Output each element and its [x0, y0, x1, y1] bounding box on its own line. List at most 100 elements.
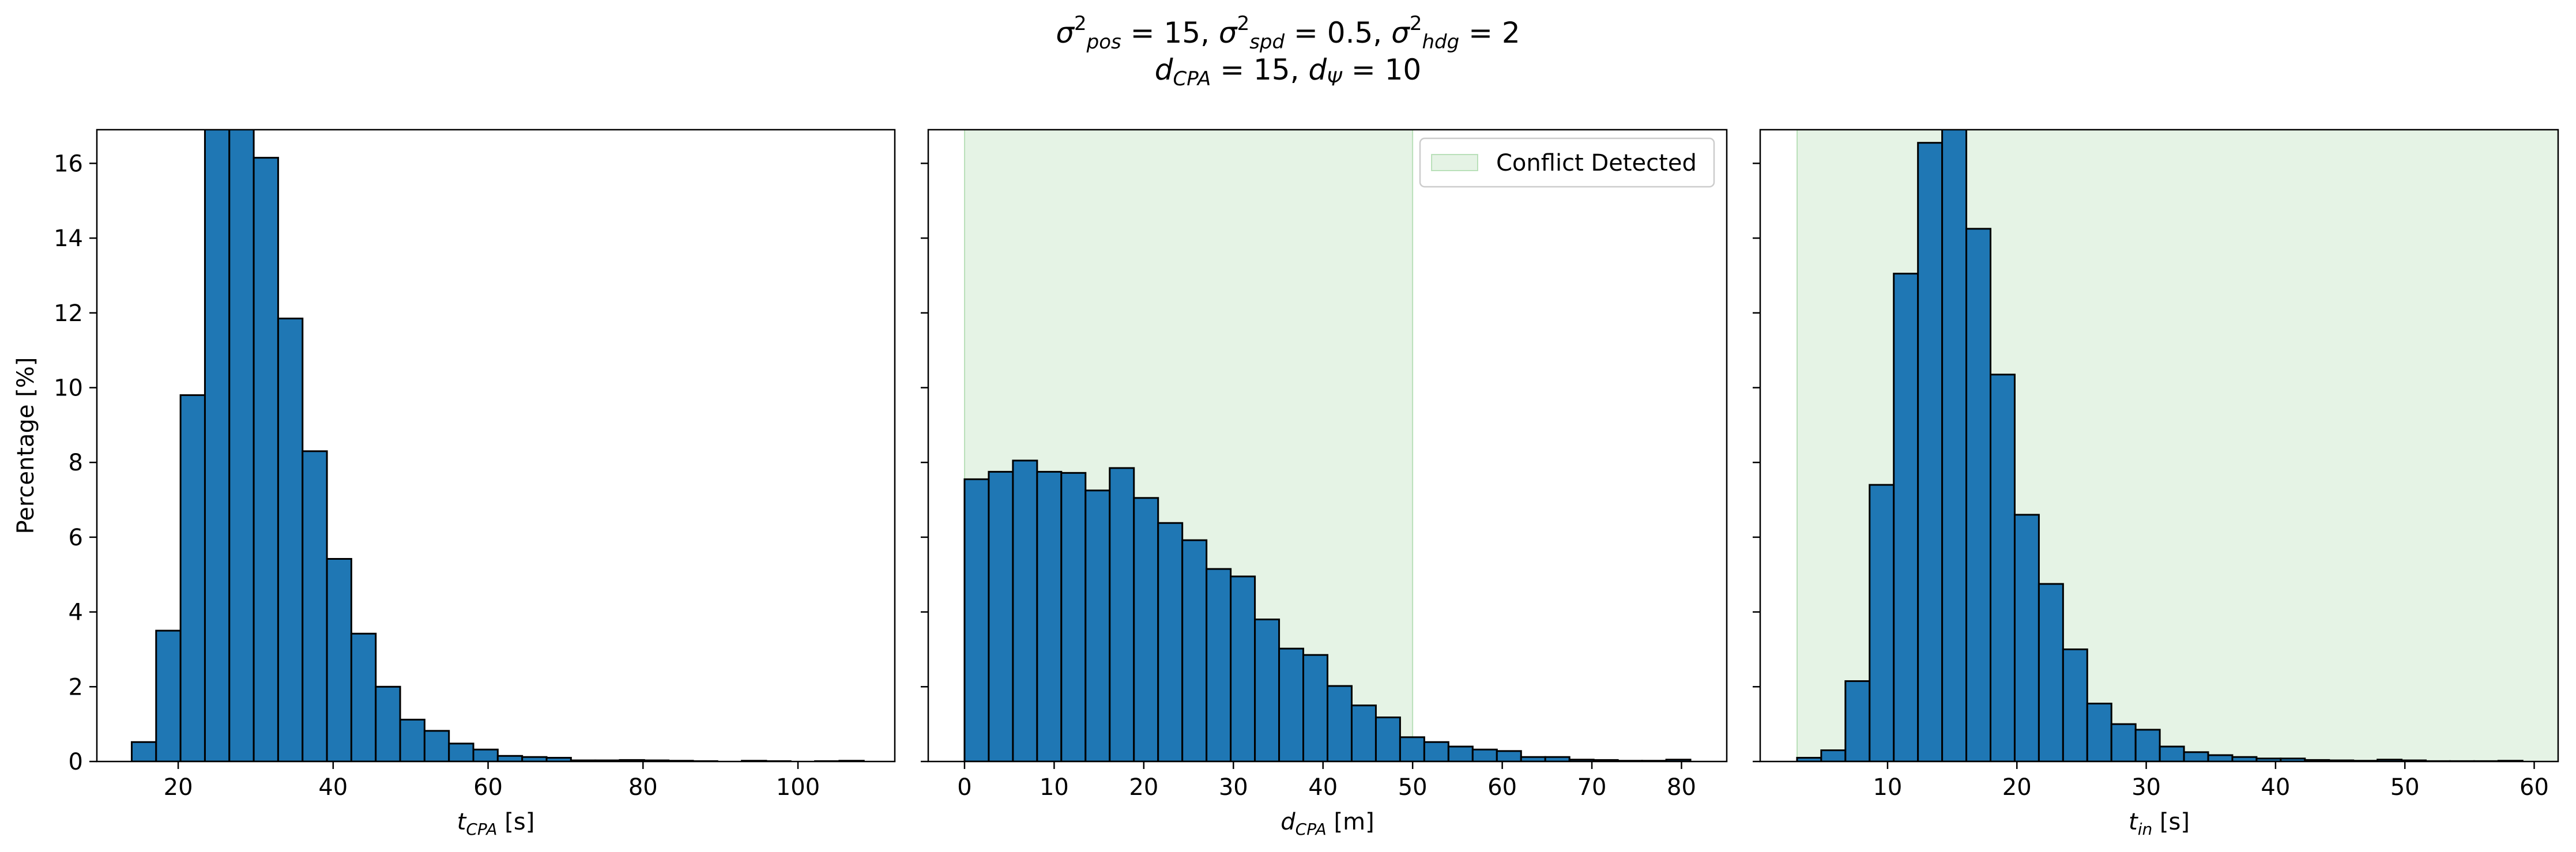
chart-panel-2: 0 10 20 30 40 50 60 70 80 dCPA [m] Conflict Detect… [921, 129, 1728, 839]
y-tick-label: 6 [69, 525, 83, 551]
legend-label: Conflict Detected [1496, 150, 1697, 176]
histogram-bar [2207, 754, 2234, 761]
histogram-bar [1665, 759, 1692, 761]
histogram-bar [130, 741, 157, 761]
x-tick-label: 100 [776, 774, 820, 801]
legend-swatch [1431, 154, 1478, 171]
chart-panel-3: 10 20 30 40 50 60 tin [s] [1753, 129, 2559, 839]
histogram-bar [1423, 741, 1449, 761]
histogram-bar [472, 748, 499, 761]
histogram-bar [1844, 680, 1871, 761]
x-tick-label: 40 [1308, 774, 1338, 801]
histogram-bar [1989, 374, 2016, 761]
histogram-bar [155, 629, 182, 761]
x-tick-label: 50 [2390, 774, 2420, 801]
histogram-bar [302, 450, 328, 761]
x-tick-label: 50 [1398, 774, 1428, 801]
y-tick-label: 4 [69, 600, 83, 626]
histogram-bar [1399, 736, 1425, 761]
histogram-bar [1181, 539, 1208, 761]
histogram-bar [1374, 716, 1401, 761]
histogram-bar [496, 755, 524, 761]
histogram-bar [2062, 648, 2088, 761]
histogram-bar [204, 130, 231, 761]
histogram-bar [1820, 749, 1847, 761]
x-tick-label: 10 [1040, 774, 1069, 801]
y-tick-label: 8 [69, 450, 83, 476]
histogram-bar [253, 157, 279, 761]
y-tick-label: 2 [69, 674, 83, 700]
x-tick-label: 60 [1487, 774, 1517, 801]
histogram-bar [1060, 472, 1087, 761]
axes-frame [927, 129, 1728, 763]
histogram-bar [1302, 654, 1328, 761]
histogram-bar [1350, 704, 1377, 761]
histogram-bar [350, 632, 377, 761]
plot-area [963, 130, 1692, 761]
x-tick-label: 40 [2261, 774, 2290, 801]
histogram-bar [228, 130, 255, 761]
histogram-bar [1471, 748, 1498, 761]
x-tick-label: 80 [1667, 774, 1696, 801]
x-tick-label: 20 [164, 774, 193, 801]
histogram-bar [2038, 583, 2064, 761]
histogram-bar [1230, 575, 1256, 761]
histogram-bar [1917, 142, 1944, 761]
x-tick-label: 40 [318, 774, 348, 801]
histogram-bar [1278, 647, 1305, 761]
y-tick-label: 16 [54, 150, 83, 177]
histogram-bar [2086, 702, 2112, 761]
histogram-bar [2013, 514, 2040, 761]
x-tick-label: 80 [628, 774, 658, 801]
histogram-bar [2110, 723, 2137, 761]
x-tick-label: 30 [2131, 774, 2161, 801]
chart-panel-1: 20 40 60 80 100 0 2 4 6 8 10 12 14 16 tCPA [s] Percenta… [13, 129, 896, 839]
histogram-bar [1084, 489, 1111, 761]
histogram-bar [1496, 750, 1522, 761]
histogram-bar [277, 318, 304, 761]
histogram-bar [375, 685, 401, 761]
histogram-bar [1447, 745, 1474, 761]
y-tick-label: 14 [54, 225, 83, 252]
x-tick-label: 70 [1577, 774, 1607, 801]
x-axis-label: tin [s] [2129, 809, 2190, 839]
histogram-bar [2183, 751, 2209, 761]
plot-area [1796, 130, 2558, 761]
x-tick-label: 60 [2519, 774, 2549, 801]
x-tick-label: 10 [1873, 774, 1902, 801]
histogram-bar [2159, 745, 2185, 761]
histogram-bar [423, 730, 450, 761]
legend: Conflict Detected [1419, 137, 1715, 188]
plot-area [130, 130, 865, 761]
legend-box [1419, 137, 1715, 188]
histogram-bar [1941, 130, 1968, 761]
axes-frame [96, 129, 896, 763]
histogram-bar [988, 470, 1014, 761]
histogram-bar [963, 478, 990, 761]
histogram-bar [1012, 459, 1038, 761]
histogram-bar [448, 742, 474, 761]
y-tick-label: 10 [54, 375, 83, 401]
x-tick-label: 20 [1129, 774, 1158, 801]
y-tick-label: 12 [54, 300, 83, 327]
axes-frame [1759, 129, 2559, 763]
histogram-bar [1869, 484, 1895, 761]
histogram-bar [1109, 467, 1135, 761]
figure-title-line2: dCPA = 15, dΨ = 10 [1154, 53, 1422, 91]
x-tick-label: 30 [1219, 774, 1248, 801]
histogram-bar [1893, 273, 1919, 761]
x-tick-label: 0 [957, 774, 971, 801]
x-axis-label: dCPA [m] [1281, 809, 1374, 839]
figure-title-line1: σ2pos = 15, σ2spd = 0.5, σ2hdg = 2 [1056, 12, 1520, 54]
x-tick-label: 60 [473, 774, 503, 801]
x-tick-label: 20 [2002, 774, 2032, 801]
histogram-bar [1036, 470, 1063, 761]
histogram-bar [1206, 568, 1232, 761]
histogram-bar [2134, 729, 2161, 761]
x-axis-label: tCPA [s] [457, 809, 535, 839]
histogram-bar [399, 718, 425, 761]
histogram-bar [1254, 619, 1281, 761]
y-tick-label: 0 [69, 749, 83, 775]
y-axis-label: Percentage [%] [13, 357, 39, 534]
